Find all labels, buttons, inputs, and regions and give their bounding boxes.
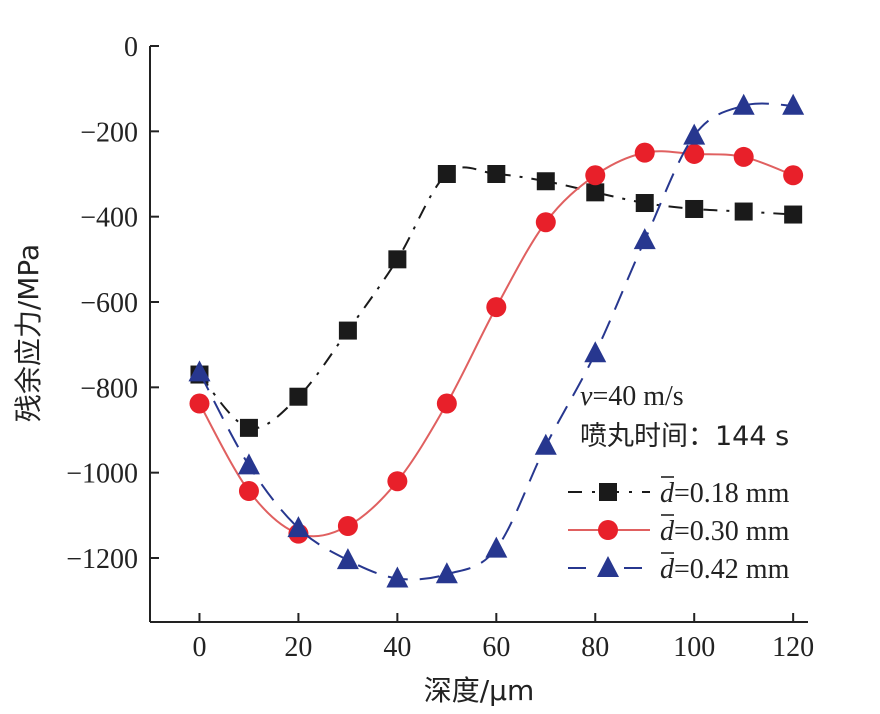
legend-label: d=0.18 mm (660, 478, 790, 509)
series-line (198, 102, 794, 581)
data-point-square (784, 205, 803, 224)
legend-value: =0.42 mm (674, 554, 790, 585)
legend: d=0.18 mmd=0.30 mmd=0.42 mm (568, 476, 790, 585)
legend-label: d=0.30 mm (660, 516, 790, 547)
data-point-triangle (188, 360, 211, 382)
time-annotation: 喷丸时间：144 s (580, 421, 789, 452)
annotation: v=40 m/s 喷丸时间：144 s (580, 381, 789, 452)
data-point-triangle (485, 536, 508, 558)
data-point-triangle (782, 93, 805, 115)
data-point-square (536, 172, 555, 191)
legend-label: d=0.42 mm (660, 554, 790, 585)
data-point-triangle (287, 516, 310, 538)
data-point-circle (387, 471, 408, 492)
legend-marker-circle (598, 520, 618, 540)
velocity-annotation: v=40 m/s (580, 381, 684, 412)
data-point-triangle (435, 562, 458, 584)
data-point-triangle (584, 341, 607, 363)
data-point-triangle (732, 93, 755, 115)
y-tick-label: −600 (80, 288, 138, 319)
legend-marker-triangle (597, 556, 619, 577)
x-tick-label: 120 (772, 632, 814, 663)
legend-value: =0.30 mm (674, 516, 790, 547)
x-tick-label: 80 (581, 632, 609, 663)
data-point-square (635, 194, 654, 213)
data-point-square (586, 183, 605, 202)
legend-item: d=0.42 mm (568, 552, 790, 585)
data-point-square (289, 387, 308, 406)
y-tick-label: −1200 (66, 544, 138, 575)
data-point-circle (189, 393, 210, 414)
data-point-triangle (633, 228, 656, 250)
data-point-circle (436, 393, 457, 414)
y-tick-label: −1000 (66, 459, 138, 490)
data-point-square (338, 321, 357, 340)
x-tick-label: 60 (482, 632, 510, 663)
x-tick-label: 20 (284, 632, 312, 663)
data-point-triangle (237, 453, 260, 475)
series-line (198, 166, 794, 430)
data-point-circle (337, 516, 358, 536)
x-tick-label: 0 (192, 632, 206, 663)
data-point-square (388, 250, 407, 269)
series-triangle (188, 93, 805, 588)
legend-value: =0.18 mm (674, 478, 790, 509)
data-point-square (239, 418, 258, 437)
velocity-value: =40 m/s (592, 381, 683, 412)
y-tick-label: −200 (80, 117, 138, 148)
legend-symbol: d (660, 554, 675, 585)
data-point-triangle (534, 433, 557, 455)
y-tick-label: −800 (80, 373, 138, 404)
data-point-circle (585, 165, 606, 186)
velocity-symbol: v (580, 381, 593, 412)
plot-area: 0 −200 −400 −600 −800 −1000 −1200 0 20 40 60 80 100… (66, 32, 814, 663)
data-point-circle (486, 297, 507, 318)
data-point-circle (238, 481, 259, 502)
x-ticks: 0 20 40 60 80 100 120 (192, 613, 814, 663)
data-point-circle (783, 165, 804, 186)
legend-marker-square (599, 483, 617, 501)
data-point-square (685, 199, 704, 218)
legend-item: d=0.30 mm (568, 514, 790, 547)
data-point-circle (634, 142, 655, 163)
data-point-triangle (683, 123, 706, 145)
legend-symbol: d (660, 516, 675, 547)
series-layer (188, 93, 805, 588)
y-axis-title: 残余应力/MPa (12, 244, 45, 422)
y-ticks: 0 −200 −400 −600 −800 −1000 −1200 (66, 32, 159, 575)
data-point-circle (733, 146, 754, 167)
data-point-circle (684, 143, 705, 164)
legend-symbol: d (660, 478, 675, 509)
data-point-triangle (386, 566, 409, 588)
y-tick-label: −400 (80, 203, 138, 234)
y-tick-label: 0 (124, 32, 138, 63)
x-axis-title: 深度/μm (424, 674, 535, 707)
data-point-triangle (336, 548, 359, 570)
data-point-square (487, 165, 506, 183)
legend-item: d=0.18 mm (568, 476, 790, 509)
data-point-square (437, 165, 456, 183)
x-tick-label: 100 (673, 632, 715, 663)
data-point-circle (535, 212, 556, 233)
data-point-square (734, 202, 753, 221)
x-tick-label: 40 (383, 632, 411, 663)
series-circle (189, 142, 804, 544)
